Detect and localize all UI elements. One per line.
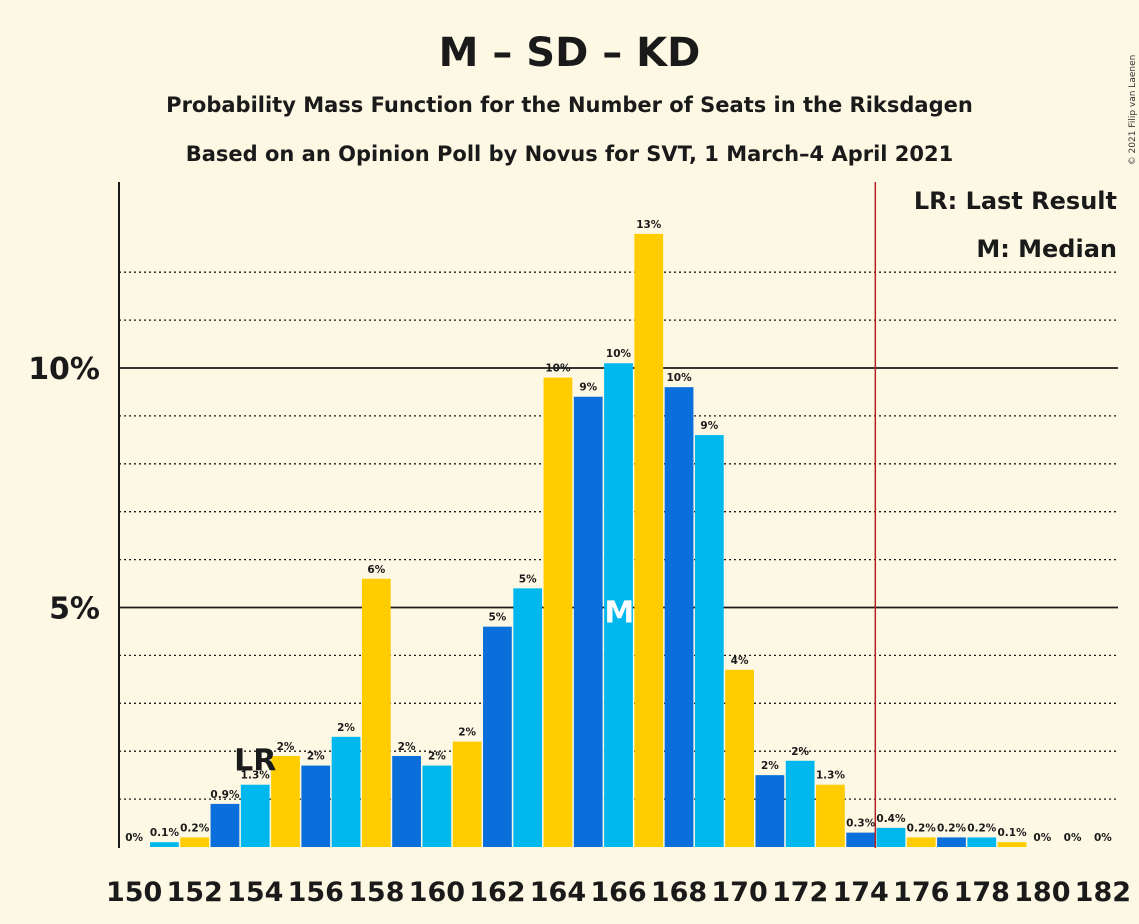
data-label-164: 10%	[545, 363, 571, 375]
bar-179	[997, 842, 1027, 847]
x-tick-label: 178	[954, 877, 1010, 908]
x-tick-label: 166	[590, 877, 646, 908]
bar-178	[967, 837, 997, 847]
data-label-179: 0.1%	[997, 827, 1027, 839]
x-tick-label: 180	[1014, 877, 1070, 908]
bar-169	[694, 435, 724, 847]
bar-167	[634, 233, 664, 847]
data-label-171: 2%	[761, 760, 779, 772]
x-tick-label: 172	[772, 877, 828, 908]
data-label-157: 2%	[337, 722, 355, 734]
x-tick-label: 174	[832, 877, 888, 908]
annotations: LR M	[234, 182, 877, 848]
data-label-153: 0.9%	[210, 789, 240, 801]
data-label-175: 0.4%	[876, 813, 906, 825]
y-tick-label: 10%	[28, 352, 100, 387]
data-label-176: 0.2%	[907, 822, 937, 834]
data-label-163: 5%	[519, 573, 537, 585]
data-label-159: 2%	[398, 741, 416, 753]
x-tick-label: 152	[166, 877, 222, 908]
bar-170	[725, 669, 754, 847]
y-axis-ticks: 5% 10%	[28, 352, 100, 627]
x-tick-label: 158	[348, 877, 404, 908]
x-tick-label: 150	[106, 877, 162, 908]
data-label-152: 0.2%	[180, 822, 210, 834]
bar-162	[483, 626, 512, 847]
bar-151	[150, 842, 179, 847]
data-label-161: 2%	[458, 727, 476, 739]
bar-172	[785, 760, 815, 847]
chart-title: M – SD – KD	[439, 30, 701, 76]
data-label-158: 6%	[367, 564, 385, 576]
data-label-151: 0.1%	[150, 827, 180, 839]
data-label-160: 2%	[428, 751, 446, 763]
bar-171	[755, 775, 785, 847]
data-label-162: 5%	[488, 612, 506, 624]
last-result-marker: LR	[234, 744, 276, 779]
bar-157	[331, 736, 361, 847]
data-label-170: 4%	[731, 655, 749, 667]
chart-subtitle: Probability Mass Function for the Number…	[166, 93, 973, 117]
data-label-182: 0%	[1094, 832, 1112, 844]
x-tick-label: 168	[651, 877, 707, 908]
data-label-177: 0.2%	[937, 822, 967, 834]
x-tick-label: 160	[409, 877, 465, 908]
legend-last-result: LR: Last Result	[914, 187, 1117, 215]
bar-155	[271, 755, 300, 847]
bar-174	[846, 832, 876, 847]
data-label-168: 10%	[666, 372, 692, 384]
x-axis-ticks: 150 152 154 156 158 160 162 164 166 168 170 172 174 1…	[106, 877, 1131, 908]
chart-subtitle-poll: Based on an Opinion Poll by Novus for SV…	[186, 142, 954, 166]
bars	[150, 233, 1027, 847]
bar-177	[937, 837, 966, 847]
bar-176	[906, 837, 936, 847]
bar-173	[816, 784, 845, 847]
data-label-167: 13%	[636, 219, 662, 231]
bar-159	[392, 755, 421, 847]
data-label-156: 2%	[307, 751, 325, 763]
bar-168	[664, 387, 694, 847]
bar-175	[876, 827, 906, 847]
x-tick-label: 170	[711, 877, 767, 908]
data-label-166: 10%	[606, 348, 632, 360]
copyright-notice: © 2021 Filip van Laenen	[1128, 55, 1138, 166]
x-tick-label: 164	[530, 877, 586, 908]
bar-165	[573, 396, 603, 847]
data-label-174: 0.3%	[846, 818, 876, 830]
data-label-155: 2%	[277, 741, 295, 753]
bar-156	[301, 765, 331, 847]
legend-median: M: Median	[976, 235, 1117, 263]
bar-152	[180, 837, 210, 847]
bar-154	[240, 784, 270, 847]
y-tick-label: 5%	[49, 592, 100, 627]
x-tick-label: 154	[227, 877, 283, 908]
data-label-154: 1.3%	[241, 770, 271, 782]
bar-164	[543, 377, 573, 847]
bar-160	[422, 765, 452, 847]
data-label-173: 1.3%	[816, 770, 846, 782]
x-tick-label: 182	[1075, 877, 1131, 908]
median-marker: M	[604, 596, 634, 631]
data-label-165: 9%	[579, 382, 597, 394]
data-label-150: 0%	[125, 832, 143, 844]
bar-158	[361, 578, 391, 847]
data-labels: 0% 0.1% 0.2%0.9%1.3%2%2%2%6%2%2%2%5%5%10%9…	[125, 219, 1112, 844]
data-label-172: 2%	[791, 746, 809, 758]
bar-153	[210, 803, 240, 847]
bar-161	[452, 741, 482, 847]
x-tick-label: 176	[893, 877, 949, 908]
data-label-169: 9%	[700, 420, 718, 432]
data-label-180: 0%	[1033, 832, 1051, 844]
bar-163	[513, 588, 543, 847]
x-tick-label: 156	[288, 877, 344, 908]
data-label-178: 0.2%	[967, 822, 997, 834]
data-label-181: 0%	[1064, 832, 1082, 844]
x-tick-label: 162	[469, 877, 525, 908]
bar-166	[604, 363, 633, 847]
